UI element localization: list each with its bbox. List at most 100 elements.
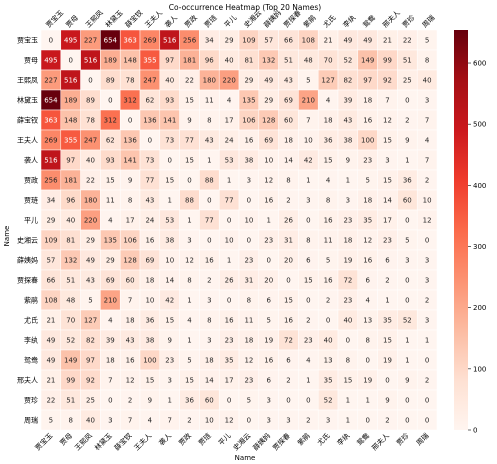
cell-value-label: 220 — [84, 217, 97, 225]
cell-value-label: 247 — [143, 77, 156, 85]
cell-value-label: 40 — [165, 77, 174, 85]
x-tick-label-top: 尤氏 — [321, 13, 337, 29]
cell-value-label: 92 — [383, 77, 392, 85]
cell-value-label: 49 — [343, 37, 352, 45]
cell-value-label: 24 — [225, 137, 234, 145]
cell-value-label: 49 — [46, 357, 55, 365]
cell-value-label: 0 — [286, 397, 290, 405]
cell-value-label: 23 — [225, 337, 234, 345]
cell-value-label: 43 — [343, 117, 352, 125]
x-tick-label-bottom: 邢夫人 — [370, 431, 391, 452]
cell-value-label: 15 — [304, 277, 313, 285]
cell-value-label: 7 — [128, 417, 132, 425]
cell-value-label: 42 — [165, 297, 174, 305]
cell-value-label: 4 — [326, 97, 331, 105]
cell-value-label: 12 — [363, 237, 372, 245]
cell-value-label: 57 — [46, 257, 55, 265]
x-tick-label-top: 紫鹃 — [301, 13, 317, 29]
y-tick-label: 贾琏 — [24, 196, 38, 205]
cell-value-label: 3 — [425, 277, 429, 285]
y-tick-label: 尤氏 — [24, 316, 38, 325]
colorbar-tick-label: 100 — [473, 365, 486, 373]
cell-value-label: 6 — [266, 297, 271, 305]
cell-value-label: 48 — [66, 297, 75, 305]
cell-value-label: 0 — [286, 277, 290, 285]
y-tick-label: 薛姨妈 — [17, 256, 38, 265]
cell-value-label: 81 — [244, 57, 253, 65]
cell-value-label: 135 — [242, 97, 255, 105]
colorbar — [454, 30, 468, 430]
cell-value-label: 23 — [244, 257, 253, 265]
cell-value-label: 15 — [383, 137, 392, 145]
cell-value-label: 9 — [405, 137, 409, 145]
cell-value-label: 3 — [247, 177, 251, 185]
cell-value-label: 1 — [346, 397, 350, 405]
cell-value-label: 108 — [302, 37, 315, 45]
cell-value-label: 148 — [64, 117, 77, 125]
cell-value-label: 136 — [143, 117, 157, 125]
cell-value-label: 99 — [66, 377, 75, 385]
cell-value-label: 25 — [403, 77, 412, 85]
cell-value-label: 14 — [284, 157, 293, 165]
cell-value-label: 18 — [244, 337, 253, 345]
cell-value-label: 57 — [264, 37, 273, 45]
cell-value-label: 78 — [126, 77, 135, 85]
x-tick-label-bottom: 贾宝玉 — [33, 431, 54, 452]
cell-value-label: 2 — [425, 297, 429, 305]
x-tick-label-bottom: 平儿 — [217, 432, 233, 448]
cell-value-label: 12 — [264, 177, 273, 185]
cell-value-label: 11 — [324, 237, 333, 245]
cell-value-label: 1 — [306, 177, 310, 185]
cell-value-label: 9 — [167, 337, 171, 345]
cell-value-label: 13 — [324, 357, 333, 365]
cell-value-label: 15 — [185, 377, 194, 385]
cell-value-label: 11 — [244, 317, 253, 325]
cell-value-label: 0 — [128, 117, 132, 125]
cell-value-label: 22 — [403, 37, 412, 45]
cell-value-label: 4 — [326, 177, 331, 185]
cell-value-label: 12 — [225, 417, 234, 425]
cell-value-label: 89 — [106, 77, 115, 85]
colorbar-tick-label: 400 — [473, 182, 486, 190]
cell-value-label: 11 — [106, 197, 115, 205]
x-tick-label-top: 平儿 — [223, 14, 239, 30]
cell-value-label: 29 — [225, 37, 234, 45]
cell-value-label: 3 — [207, 297, 211, 305]
cell-value-label: 2 — [385, 417, 389, 425]
cell-value-label: 0 — [187, 177, 191, 185]
cell-value-label: 77 — [205, 217, 214, 225]
cell-value-label: 40 — [423, 77, 432, 85]
cell-value-label: 0 — [405, 217, 409, 225]
cell-value-label: 16 — [324, 217, 333, 225]
cell-value-label: 1 — [425, 337, 429, 345]
cell-value-label: 34 — [205, 37, 214, 45]
cell-value-label: 23 — [343, 217, 352, 225]
cell-value-label: 13 — [363, 317, 372, 325]
cell-value-label: 40 — [324, 337, 333, 345]
y-tick-label: 紫鹃 — [24, 296, 38, 305]
x-tick-label-bottom: 贾政 — [177, 431, 193, 447]
cell-value-label: 654 — [104, 37, 118, 45]
cell-value-label: 34 — [46, 197, 55, 205]
cell-value-label: 82 — [343, 77, 352, 85]
cell-value-label: 516 — [64, 77, 78, 85]
cell-value-label: 18 — [343, 237, 352, 245]
cell-value-label: 135 — [104, 237, 117, 245]
cell-value-label: 210 — [104, 297, 117, 305]
cell-value-label: 7 — [306, 117, 310, 125]
x-tick-label-bottom: 王熙凤 — [73, 432, 94, 453]
cell-value-label: 128 — [123, 257, 136, 265]
colorbar-tick-labels: 0 100 200 300 400 500 600 — [468, 60, 486, 435]
cell-value-label: 4 — [306, 357, 311, 365]
cell-value-label: 3 — [425, 317, 429, 325]
cell-value-label: 92 — [86, 377, 95, 385]
cell-value-label: 38 — [165, 237, 174, 245]
cell-value-label: 19 — [343, 257, 352, 265]
cell-value-label: 18 — [363, 197, 372, 205]
cell-value-label: 495 — [64, 37, 77, 45]
x-tick-label-bottom: 林黛玉 — [93, 431, 114, 452]
cell-value-label: 20 — [284, 257, 293, 265]
cell-value-label: 4 — [108, 217, 113, 225]
cell-value-label: 312 — [123, 97, 136, 105]
cell-value-label: 15 — [284, 297, 293, 305]
